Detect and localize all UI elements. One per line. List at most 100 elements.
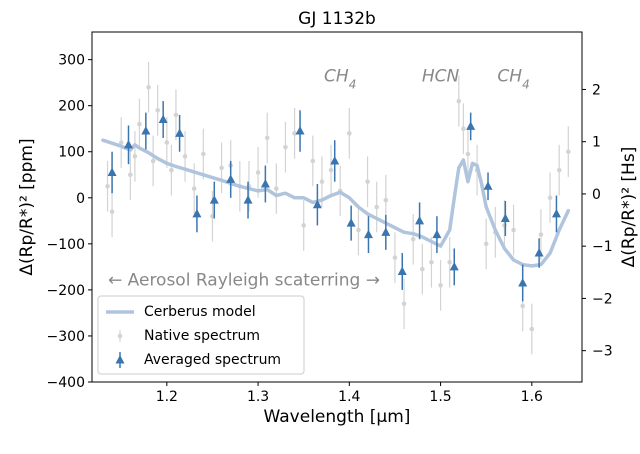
native-point <box>173 112 179 118</box>
averaged-spectrum-series <box>107 101 561 302</box>
native-point <box>155 107 160 113</box>
y-axis-label: Δ(Rp/R*)² [ppm] <box>17 138 37 275</box>
legend-box <box>97 295 305 375</box>
native-point <box>461 126 466 132</box>
averaged-point <box>243 195 253 204</box>
native-point <box>182 154 188 159</box>
native-point <box>356 227 361 233</box>
native-point <box>274 186 279 191</box>
y-tick-label: −100 <box>47 237 85 253</box>
native-point <box>146 84 151 90</box>
band-annotation: HCN <box>422 66 460 86</box>
native-point <box>169 167 174 173</box>
native-point <box>420 266 425 272</box>
averaged-point <box>260 178 270 188</box>
native-point <box>347 131 352 136</box>
native-point <box>319 179 325 184</box>
native-point <box>255 170 261 175</box>
native-point <box>410 236 416 242</box>
native-point <box>456 98 462 104</box>
averaged-point <box>346 218 356 227</box>
averaged-point <box>123 139 133 149</box>
band-annotation: CH4 <box>324 66 356 91</box>
averaged-point <box>158 114 168 123</box>
y2-axis-label: Δ(Rp/R*)² [Hs] <box>619 147 639 268</box>
native-point <box>529 326 535 332</box>
y-axis-ticks: −400 −300 −200 −100 0 100 200 300 <box>47 53 92 391</box>
legend-native-dot <box>117 333 123 339</box>
averaged-point <box>312 199 322 209</box>
averaged-point <box>534 248 544 257</box>
y-tick-label: −300 <box>47 329 85 345</box>
native-point <box>132 154 138 159</box>
averaged-point <box>107 167 117 176</box>
y2-tick-label: 2 <box>592 82 601 98</box>
native-point <box>264 135 270 141</box>
native-point <box>392 255 398 260</box>
native-point <box>150 158 156 164</box>
averaged-point <box>175 128 185 137</box>
native-point <box>105 183 110 189</box>
native-spectrum-series <box>105 61 571 355</box>
native-point <box>328 167 334 173</box>
chart-title: GJ 1132b <box>298 9 376 29</box>
native-point <box>438 282 443 288</box>
averaged-point <box>330 155 340 165</box>
native-point <box>283 144 288 150</box>
averaged-point <box>363 229 373 239</box>
averaged-point <box>551 208 561 218</box>
native-point <box>137 121 142 127</box>
native-point <box>164 140 170 145</box>
x-tick-label: 1.5 <box>429 389 451 405</box>
band-annotations: CH4 HCN CH4 <box>324 66 530 91</box>
cerberus-model-series <box>101 138 571 268</box>
averaged-point <box>466 121 476 130</box>
y2-tick-label: 0 <box>592 187 601 203</box>
native-point <box>538 232 544 237</box>
averaged-point <box>381 227 391 236</box>
averaged-point <box>432 229 442 239</box>
native-point <box>365 179 370 184</box>
native-point <box>383 197 389 203</box>
x-tick-label: 1.3 <box>247 389 269 405</box>
model-line <box>101 138 571 268</box>
legend-averaged-marker <box>115 355 125 364</box>
native-point <box>520 303 525 309</box>
native-point <box>483 241 489 247</box>
band-annotation: CH4 <box>497 66 529 91</box>
legend-label-native: Native spectrum <box>144 328 260 344</box>
y-tick-label: 0 <box>76 191 85 207</box>
native-point <box>128 172 133 178</box>
legend-label-averaged: Averaged spectrum <box>144 352 281 368</box>
legend: Cerberus model Native spectrum Averaged … <box>97 295 305 375</box>
y-tick-label: 300 <box>58 53 85 69</box>
aerosol-note: ← Aerosol Rayleigh scaterring → <box>108 270 380 290</box>
legend-native-swatch <box>117 330 123 342</box>
native-point <box>401 301 407 307</box>
averaged-point <box>415 215 425 225</box>
native-point <box>566 149 571 155</box>
averaged-point <box>226 174 236 183</box>
native-point <box>118 140 124 145</box>
native-point <box>109 209 115 214</box>
x-axis-ticks: 1.2 1.3 1.4 1.5 1.6 <box>156 382 543 405</box>
y2-axis-ticks: −3 −2 −1 0 1 2 <box>582 82 613 360</box>
averaged-point <box>295 126 305 135</box>
averaged-point <box>500 213 510 223</box>
native-point <box>219 165 224 171</box>
averaged-point <box>483 181 493 190</box>
x-tick-label: 1.4 <box>338 389 360 405</box>
averaged-point <box>518 277 528 287</box>
plot-frame <box>91 31 583 383</box>
y-tick-label: 200 <box>58 99 85 115</box>
averaged-point <box>449 261 459 271</box>
native-point <box>310 158 316 164</box>
native-point <box>429 259 434 265</box>
native-point <box>447 259 452 265</box>
averaged-point <box>141 126 151 135</box>
averaged-point <box>192 208 202 218</box>
y2-tick-label: −3 <box>592 344 613 360</box>
averaged-point <box>397 266 407 275</box>
native-point <box>556 167 562 173</box>
